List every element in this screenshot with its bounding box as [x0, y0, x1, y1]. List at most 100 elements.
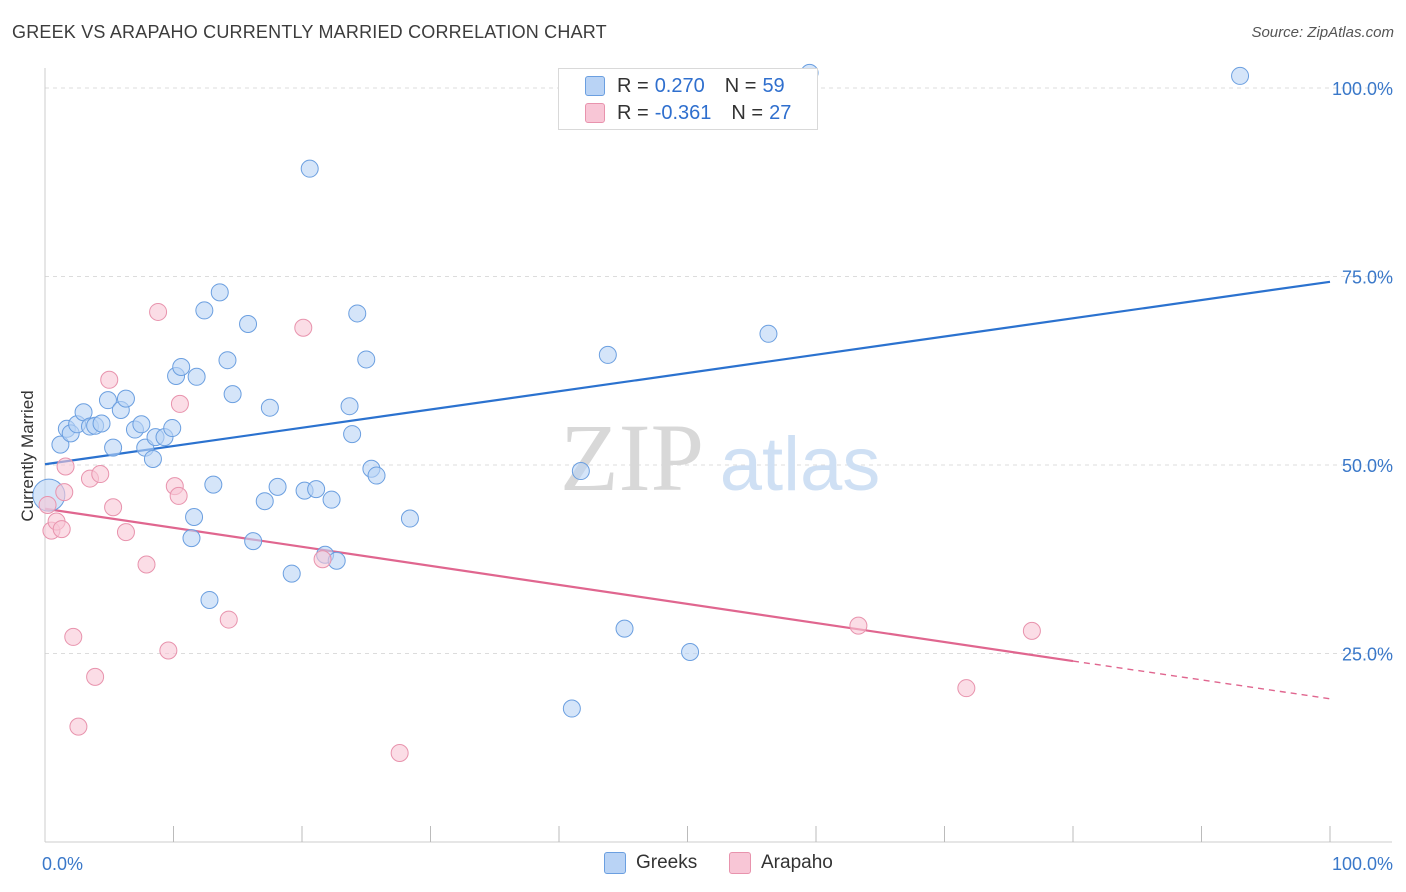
arapaho-n-value: 27 [769, 101, 792, 124]
watermark-atlas: atlas [720, 422, 881, 507]
greeks-point [143, 449, 162, 468]
greeks-point [182, 529, 201, 548]
arapaho-legend-label: Arapaho [761, 852, 833, 873]
greeks-point [260, 398, 279, 417]
greeks-point [357, 350, 376, 369]
greeks-point [204, 475, 223, 494]
greeks-point [244, 532, 263, 551]
greeks-point [598, 345, 617, 364]
arapaho-point [100, 370, 119, 389]
greeks-point [367, 466, 386, 485]
greeks-point [116, 389, 135, 408]
greeks-point [187, 367, 206, 386]
greeks-point [300, 159, 319, 178]
legend-row-greeks: R = 0.270 N = 59 [585, 73, 785, 99]
greeks-point [322, 490, 341, 509]
greeks-point [195, 301, 214, 320]
series-legend: Greeks Arapaho [0, 850, 1406, 880]
source-label: Source: ZipAtlas.com [1251, 24, 1394, 41]
watermark: ZIP atlas [560, 404, 880, 511]
watermark-zip: ZIP [560, 404, 704, 511]
legend-item-arapaho: Arapaho [729, 852, 833, 874]
arapaho-swatch [585, 103, 605, 123]
greeks-trend-line [44, 280, 1331, 466]
greeks-point [210, 283, 229, 302]
greeks-point [132, 415, 151, 434]
arapaho-point [1022, 621, 1041, 640]
greeks-n-label: N = [724, 74, 757, 97]
greeks-point [104, 438, 123, 457]
arapaho-point [116, 523, 135, 542]
axes [44, 68, 1392, 843]
greeks-point [1231, 66, 1250, 85]
greeks-point [348, 304, 367, 323]
x-tick-label-0: 0.0% [42, 854, 83, 874]
arapaho-point [38, 495, 57, 514]
arapaho-point [294, 318, 313, 337]
greeks-point [571, 462, 590, 481]
x-tick-label-100: 100.0% [1332, 854, 1393, 874]
greeks-point [340, 397, 359, 416]
arapaho-point [170, 394, 189, 413]
arapaho-point [159, 641, 178, 660]
legend-row-arapaho: R = -0.361 N = 27 [585, 100, 791, 126]
arapaho-point [957, 679, 976, 698]
greeks-point [92, 414, 111, 433]
greeks-point [759, 324, 778, 343]
greeks-r-label: R = [617, 74, 649, 97]
greeks-point [239, 315, 258, 334]
arapaho-point [91, 465, 110, 484]
arapaho-trend-line [44, 507, 1074, 663]
greeks-point [200, 590, 219, 609]
arapaho-n-label: N = [731, 101, 764, 124]
data-points [32, 63, 1250, 763]
arapaho-point [849, 616, 868, 635]
grid-lines [45, 87, 1392, 654]
arapaho-point [69, 717, 88, 736]
arapaho-point [219, 610, 238, 629]
greeks-point [218, 351, 237, 370]
arapaho-point [169, 486, 188, 505]
arapaho-point [52, 520, 71, 539]
trend-lines [44, 280, 1331, 700]
greeks-point [172, 357, 191, 376]
greeks-point [98, 391, 117, 410]
greeks-r-value: 0.270 [654, 74, 705, 97]
arapaho-point [390, 744, 409, 763]
greeks-point [343, 425, 362, 444]
greeks-point [255, 492, 274, 511]
chart-title: GREEK VS ARAPAHO CURRENTLY MARRIED CORRE… [12, 22, 607, 42]
y-tick-label-25: 25.0% [1342, 645, 1393, 665]
greeks-point [562, 699, 581, 718]
arapaho-point [56, 457, 75, 476]
stats-legend: R = 0.270 N = 59 R = -0.361 N = 27 [558, 68, 818, 130]
arapaho-point [137, 555, 156, 574]
arapaho-legend-swatch [729, 852, 751, 874]
arapaho-point [64, 627, 83, 646]
legend-item-greeks: Greeks [604, 852, 697, 874]
arapaho-trend-extension [1072, 660, 1331, 700]
greeks-point [223, 385, 242, 404]
greeks-point [163, 419, 182, 438]
arapaho-r-label: R = [617, 101, 649, 124]
y-tick-label-100: 100.0% [1332, 79, 1393, 99]
greeks-point [681, 642, 700, 661]
greeks-point [615, 619, 634, 638]
greeks-point [282, 564, 301, 583]
arapaho-r-value: -0.361 [654, 101, 712, 124]
greeks-n-value: 59 [762, 74, 785, 97]
arapaho-point [313, 550, 332, 569]
greeks-legend-swatch [604, 852, 626, 874]
arapaho-point [55, 483, 74, 502]
y-tick-label-75: 75.0% [1342, 268, 1393, 288]
arapaho-point [149, 302, 168, 321]
greeks-point [268, 477, 287, 496]
arapaho-point [86, 667, 105, 686]
tick-labels: 25.0% 50.0% 75.0% 100.0% 0.0% 100.0% [42, 79, 1393, 874]
greeks-point [51, 435, 70, 454]
y-axis-label: Currently Married [18, 390, 37, 522]
greeks-swatch [585, 76, 605, 96]
arapaho-point [104, 498, 123, 517]
greeks-point [400, 509, 419, 528]
